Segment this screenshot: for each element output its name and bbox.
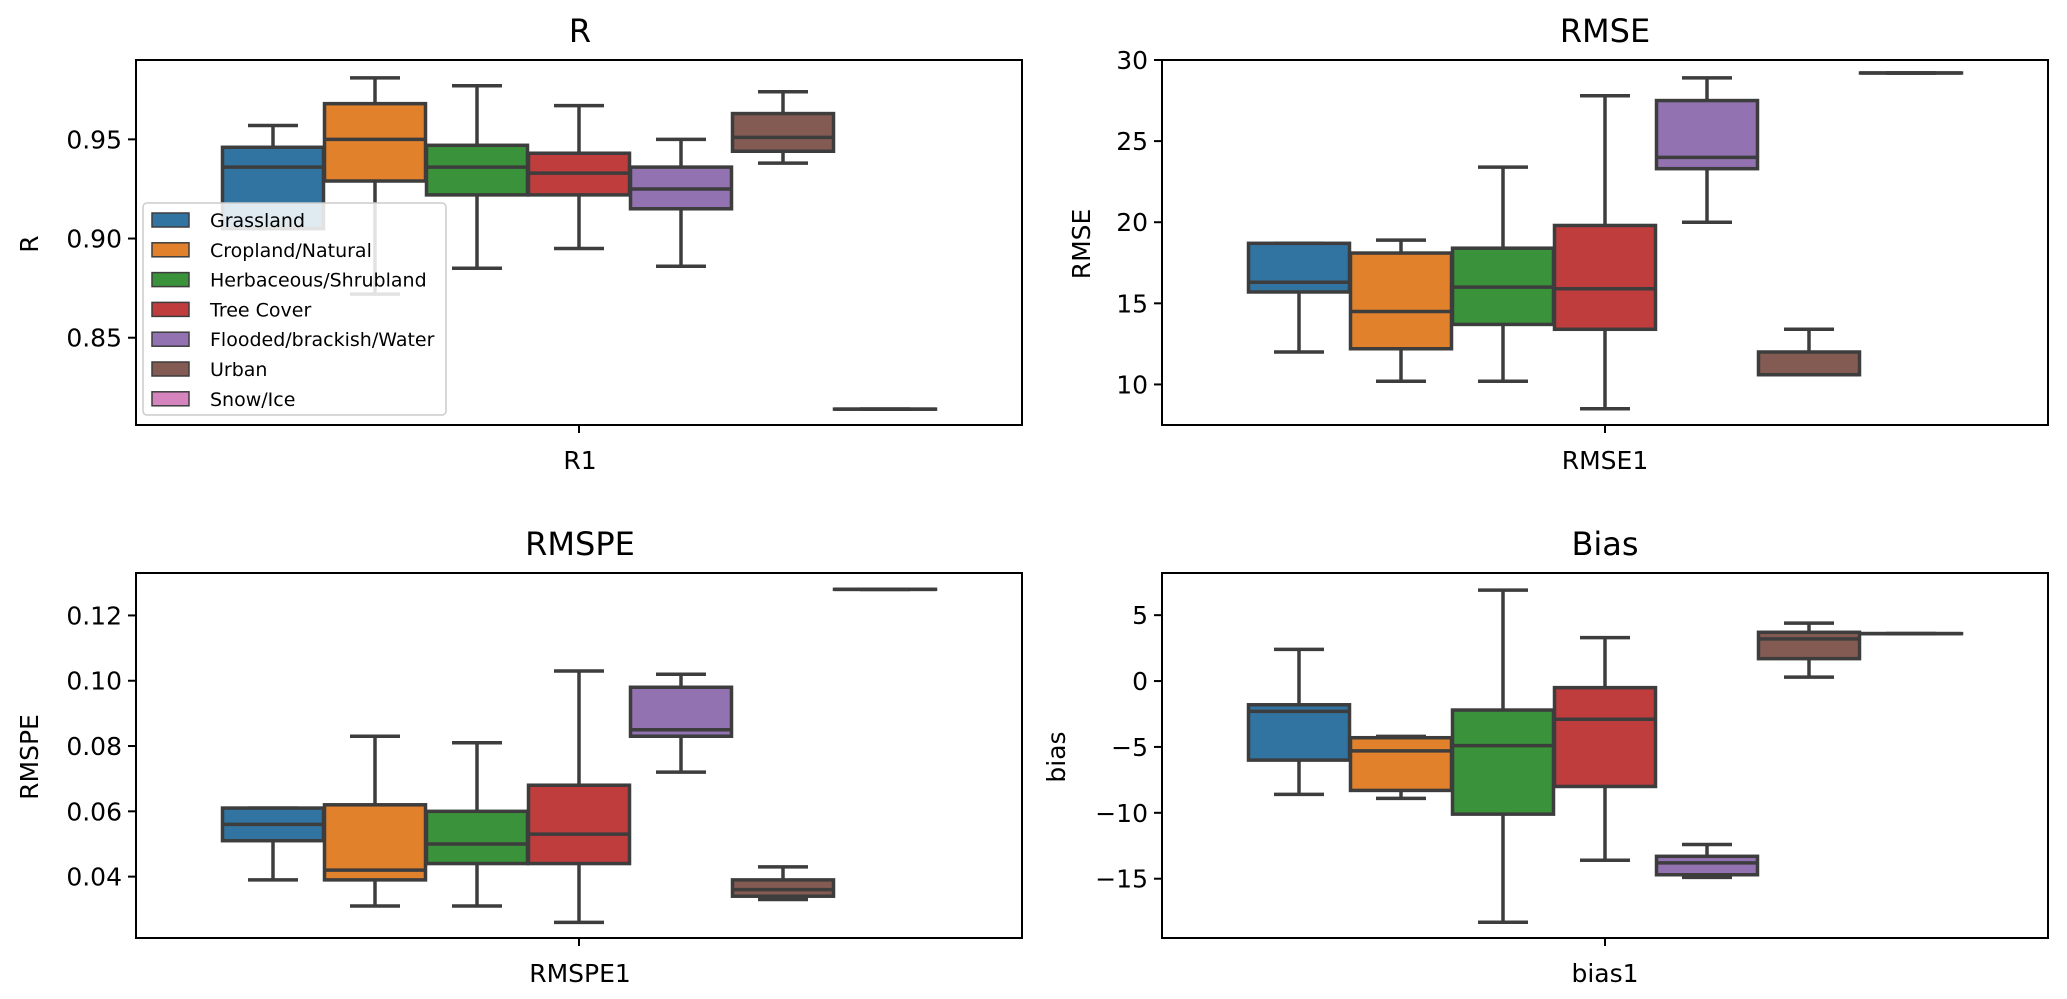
y-tick-label: 5 [1132, 601, 1148, 630]
y-axis-label: R [15, 235, 44, 252]
box-grassland [1246, 647, 1352, 797]
box-tree-cover [1552, 93, 1658, 411]
box-urban [1756, 327, 1862, 377]
y-axis-ticks: 0.85 0.90 0.95 [66, 125, 580, 433]
box-flooded-brackish-water [1654, 842, 1760, 880]
box-cropland-natural [1348, 238, 1454, 383]
legend-label: Grassland [210, 210, 305, 232]
legend: Grassland Cropland/Natural Herbaceous/Shru… [142, 202, 447, 416]
subplot-r: R R R1 0.85 0.90 0.95 Grassland Cropland/Na… [15, 12, 1023, 475]
box-iqr [1246, 241, 1352, 294]
y-tick-label: 10 [1116, 370, 1148, 399]
box-cropland-natural [322, 734, 428, 908]
box-grassland [220, 806, 326, 882]
chart-title: RMSPE [525, 525, 635, 563]
chart-title: RMSE [1560, 12, 1650, 50]
y-tick-label: 0.90 [66, 225, 122, 254]
x-axis-label: RMSE1 [1562, 446, 1649, 475]
box-grassland [1246, 241, 1352, 354]
plot-frame [135, 572, 1023, 939]
y-axis-label: bias [1042, 731, 1071, 782]
box-iqr [730, 111, 836, 153]
legend-label: Snow/Ice [210, 389, 295, 411]
legend-swatch [151, 331, 190, 347]
box-tree-cover [526, 669, 632, 925]
box-urban [730, 89, 836, 165]
y-axis-label: RMSE [1067, 209, 1096, 280]
box-iqr [1552, 685, 1658, 789]
legend-swatch [151, 301, 190, 318]
y-tick-label: 15 [1116, 289, 1148, 318]
box-iqr [1756, 630, 1862, 661]
box-iqr [1348, 735, 1454, 793]
legend-label: Urban [210, 359, 267, 381]
y-axis-ticks: 0.04 0.06 0.08 0.10 0.12 [66, 601, 580, 946]
box-iqr [526, 783, 632, 866]
y-axis-ticks: 10 15 20 25 30 [1116, 46, 1606, 433]
legend-swatch [151, 212, 190, 228]
box-cropland-natural [322, 76, 428, 296]
chart-title: Bias [1571, 525, 1638, 563]
box-iqr [1246, 703, 1352, 762]
x-axis-label: bias1 [1571, 959, 1638, 988]
box-iqr [1348, 251, 1454, 351]
box-cropland-natural [1348, 734, 1454, 801]
box-tree-cover [1552, 635, 1658, 863]
box-flooded-brackish-water [1654, 76, 1760, 224]
box-tree-cover [526, 103, 632, 251]
box-flooded-brackish-water [628, 137, 734, 269]
y-tick-label: 0 [1132, 667, 1148, 696]
chart-title: R [569, 12, 591, 50]
y-tick-label: 25 [1116, 127, 1148, 156]
y-tick-label: 0.06 [66, 797, 122, 826]
y-tick-label: −5 [1111, 733, 1148, 762]
box-flooded-brackish-water [628, 672, 734, 774]
x-axis-label: RMSPE1 [529, 959, 631, 988]
legend-label: Flooded/brackish/Water [210, 329, 435, 351]
y-tick-label: −10 [1095, 799, 1148, 828]
subplot-rmse: RMSE RMSE RMSE1 10 15 20 25 30 [1067, 12, 2049, 475]
subplot-rmspe: RMSPE RMSPE RMSPE1 0.04 0.06 0.08 0.10 0.12 [15, 525, 1023, 988]
legend-swatch [151, 361, 190, 377]
box-iqr [322, 101, 428, 183]
legend-swatch [151, 242, 190, 258]
box-iqr [322, 803, 428, 882]
plot-frame [1161, 59, 2049, 426]
plot-frame [135, 59, 1023, 426]
box-series [1246, 588, 1964, 924]
box-iqr [424, 809, 530, 866]
box-series [220, 587, 938, 925]
subplot-bias: Bias bias bias1 −15 −10 −5 0 5 [1042, 525, 2049, 988]
y-tick-label: 0.08 [66, 732, 122, 761]
y-axis-ticks: −15 −10 −5 0 5 [1095, 601, 1606, 946]
y-tick-label: 20 [1116, 208, 1148, 237]
plot-frame [1161, 572, 2049, 939]
box-iqr [1450, 708, 1556, 816]
y-tick-label: 0.12 [66, 601, 122, 630]
y-axis-label: RMSPE [15, 714, 44, 800]
box-series [1246, 71, 1964, 411]
box-herbaceous-shrubland [1450, 588, 1556, 924]
box-iqr [1654, 854, 1760, 877]
box-iqr [1756, 350, 1862, 377]
legend-swatch [151, 271, 190, 288]
y-tick-label: 30 [1116, 46, 1148, 75]
x-axis-label: R1 [563, 446, 596, 475]
box-iqr [424, 143, 530, 197]
y-tick-label: 0.95 [66, 125, 122, 154]
box-iqr [1552, 223, 1658, 332]
y-tick-label: −15 [1095, 865, 1148, 894]
legend-frame [142, 202, 447, 416]
legend-label: Herbaceous/Shrubland [210, 270, 427, 292]
y-tick-label: 0.10 [66, 667, 122, 696]
legend-label: Tree Cover [209, 299, 311, 321]
legend-swatch [151, 391, 190, 407]
y-tick-label: 0.85 [66, 324, 122, 353]
y-tick-label: 0.04 [66, 863, 122, 892]
legend-label: Cropland/Natural [210, 240, 372, 262]
box-urban [730, 865, 836, 902]
box-urban [1756, 621, 1862, 679]
box-herbaceous-shrubland [424, 741, 530, 908]
